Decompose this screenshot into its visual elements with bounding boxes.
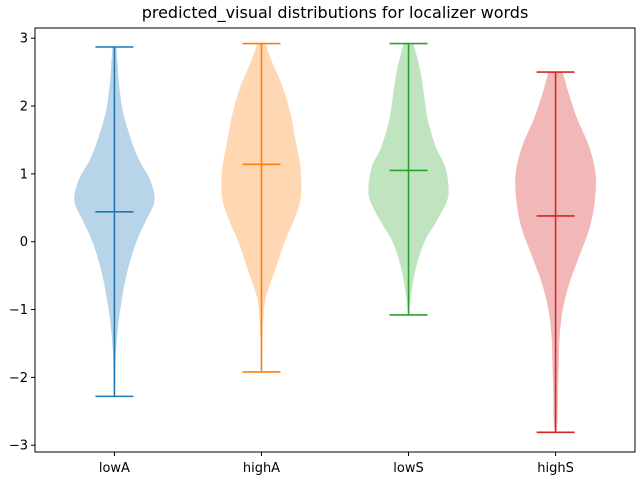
violins-group: [74, 42, 597, 434]
y-tick-label: −2: [9, 371, 28, 386]
x-tick-label-lowS: lowS: [393, 461, 423, 476]
y-tick-label: 1: [20, 167, 28, 182]
x-tick-label-lowA: lowA: [99, 461, 130, 476]
y-tick-label: −3: [9, 439, 28, 454]
y-tick-label: 3: [20, 32, 28, 47]
plot-frame: [34, 27, 636, 453]
y-tick-label: 2: [20, 100, 28, 115]
x-tick-label-highS: highS: [537, 461, 574, 476]
axes-group: −3 −2 −1 0 1 2 3 lowA highA lowS highS: [9, 27, 636, 476]
x-tick-label-highA: highA: [243, 461, 280, 476]
y-tick-label: 0: [20, 235, 28, 250]
y-tick-label: −1: [9, 303, 28, 318]
chart-title: predicted_visual distributions for local…: [142, 3, 529, 23]
